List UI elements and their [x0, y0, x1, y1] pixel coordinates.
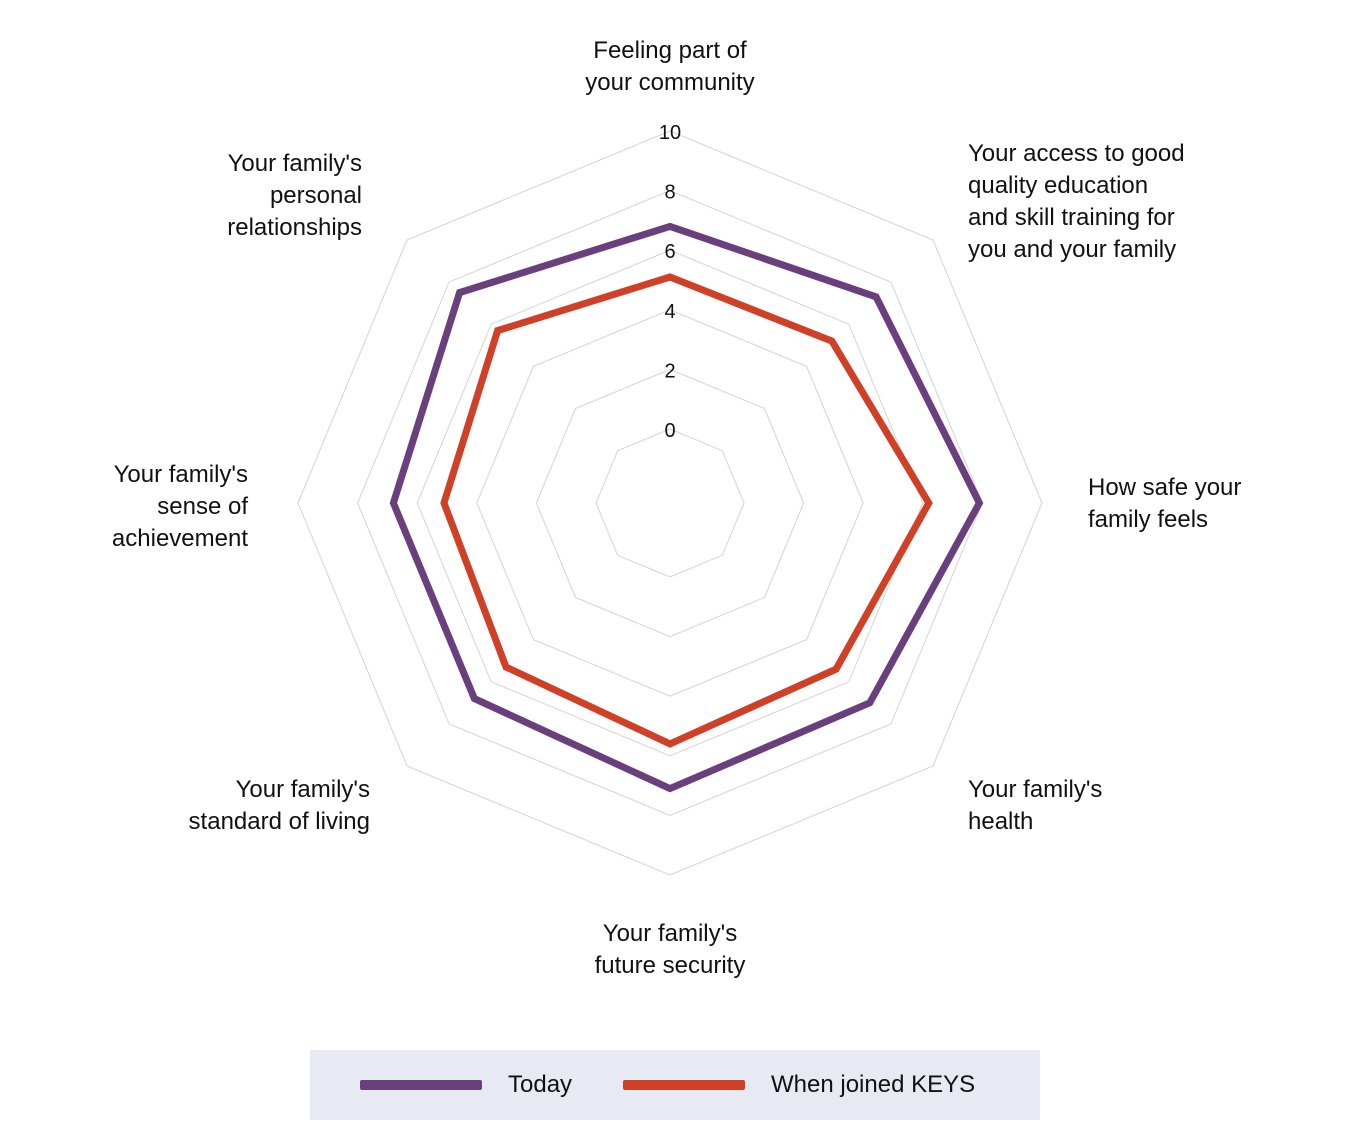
radar-grid: [297, 130, 1043, 876]
legend-swatch-when-joined: [623, 1080, 745, 1090]
tick-label: 4: [664, 301, 675, 323]
radar-series: [389, 222, 984, 793]
grid-ring: [416, 249, 924, 757]
legend-item-when-joined: When joined KEYS: [623, 1050, 975, 1120]
axis-label-standard-of-living: Your family's standard of living: [188, 776, 370, 835]
tick-label: 8: [664, 182, 675, 204]
legend-label-when-joined: When joined KEYS: [771, 1071, 976, 1098]
chart-legend: Today When joined KEYS: [310, 1050, 1040, 1120]
axis-label-education: Your access to good quality education an…: [968, 140, 1185, 263]
tick-label: 0: [664, 420, 675, 442]
grid-ring: [476, 309, 864, 697]
tick-label: 10: [659, 122, 681, 144]
legend-item-today: Today: [360, 1050, 572, 1120]
legend-label-today: Today: [508, 1071, 573, 1098]
axis-label-relationships: Your family's personal relationships: [227, 150, 362, 241]
tick-label: 2: [664, 360, 675, 382]
grid-ring: [535, 368, 805, 638]
legend-swatch-today: [360, 1080, 482, 1090]
radial-tick-labels: 0 2 4 6 8 10: [659, 122, 681, 442]
axis-label-achievement: Your family's sense of achievement: [111, 461, 248, 552]
grid-ring: [357, 190, 983, 816]
axis-label-future-security: Your family's future security: [594, 920, 746, 979]
series-line-when-joined: [440, 273, 933, 748]
axis-label-safety: How safe your family feels: [1088, 474, 1242, 533]
grid-ring: [297, 130, 1043, 876]
series-line-today: [389, 222, 984, 793]
grid-ring: [595, 428, 745, 578]
axis-label-health: Your family's health: [968, 776, 1103, 835]
axis-label-community: Feeling part of your community: [585, 37, 755, 96]
tick-label: 6: [664, 241, 675, 263]
